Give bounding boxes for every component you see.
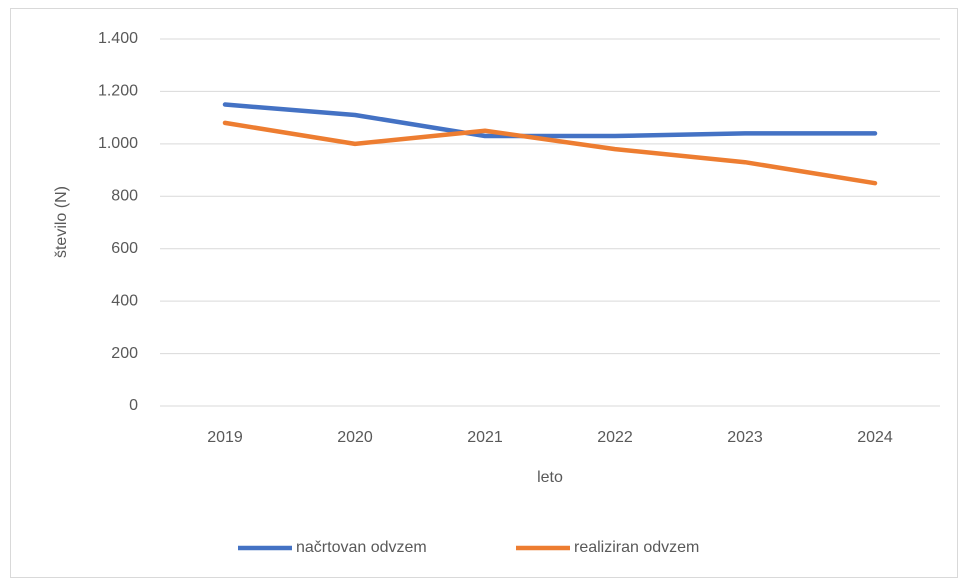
x-axis-label: leto: [537, 469, 563, 486]
legend-label: načrtovan odvzem: [296, 539, 427, 556]
x-tick-label: 2019: [207, 429, 243, 446]
y-tick-label: 1.400: [98, 30, 138, 47]
x-tick-label: 2024: [857, 429, 893, 446]
y-tick-label: 0: [129, 397, 138, 414]
x-tick-label: 2021: [467, 429, 503, 446]
y-axis-label: število (N): [53, 186, 70, 258]
legend-label: realiziran odvzem: [574, 539, 699, 556]
x-tick-label: 2022: [597, 429, 633, 446]
y-tick-label: 200: [111, 345, 138, 362]
data-line: [222, 120, 878, 186]
chart-border: [10, 8, 958, 578]
y-tick-label: 1.200: [98, 83, 138, 100]
y-tick-label: 600: [111, 240, 138, 257]
y-tick-label: 800: [111, 188, 138, 205]
x-tick-label: 2020: [337, 429, 373, 446]
data-line: [222, 102, 878, 139]
y-tick-label: 400: [111, 292, 138, 309]
x-tick-label: 2023: [727, 429, 763, 446]
y-tick-label: 1.000: [98, 135, 138, 152]
